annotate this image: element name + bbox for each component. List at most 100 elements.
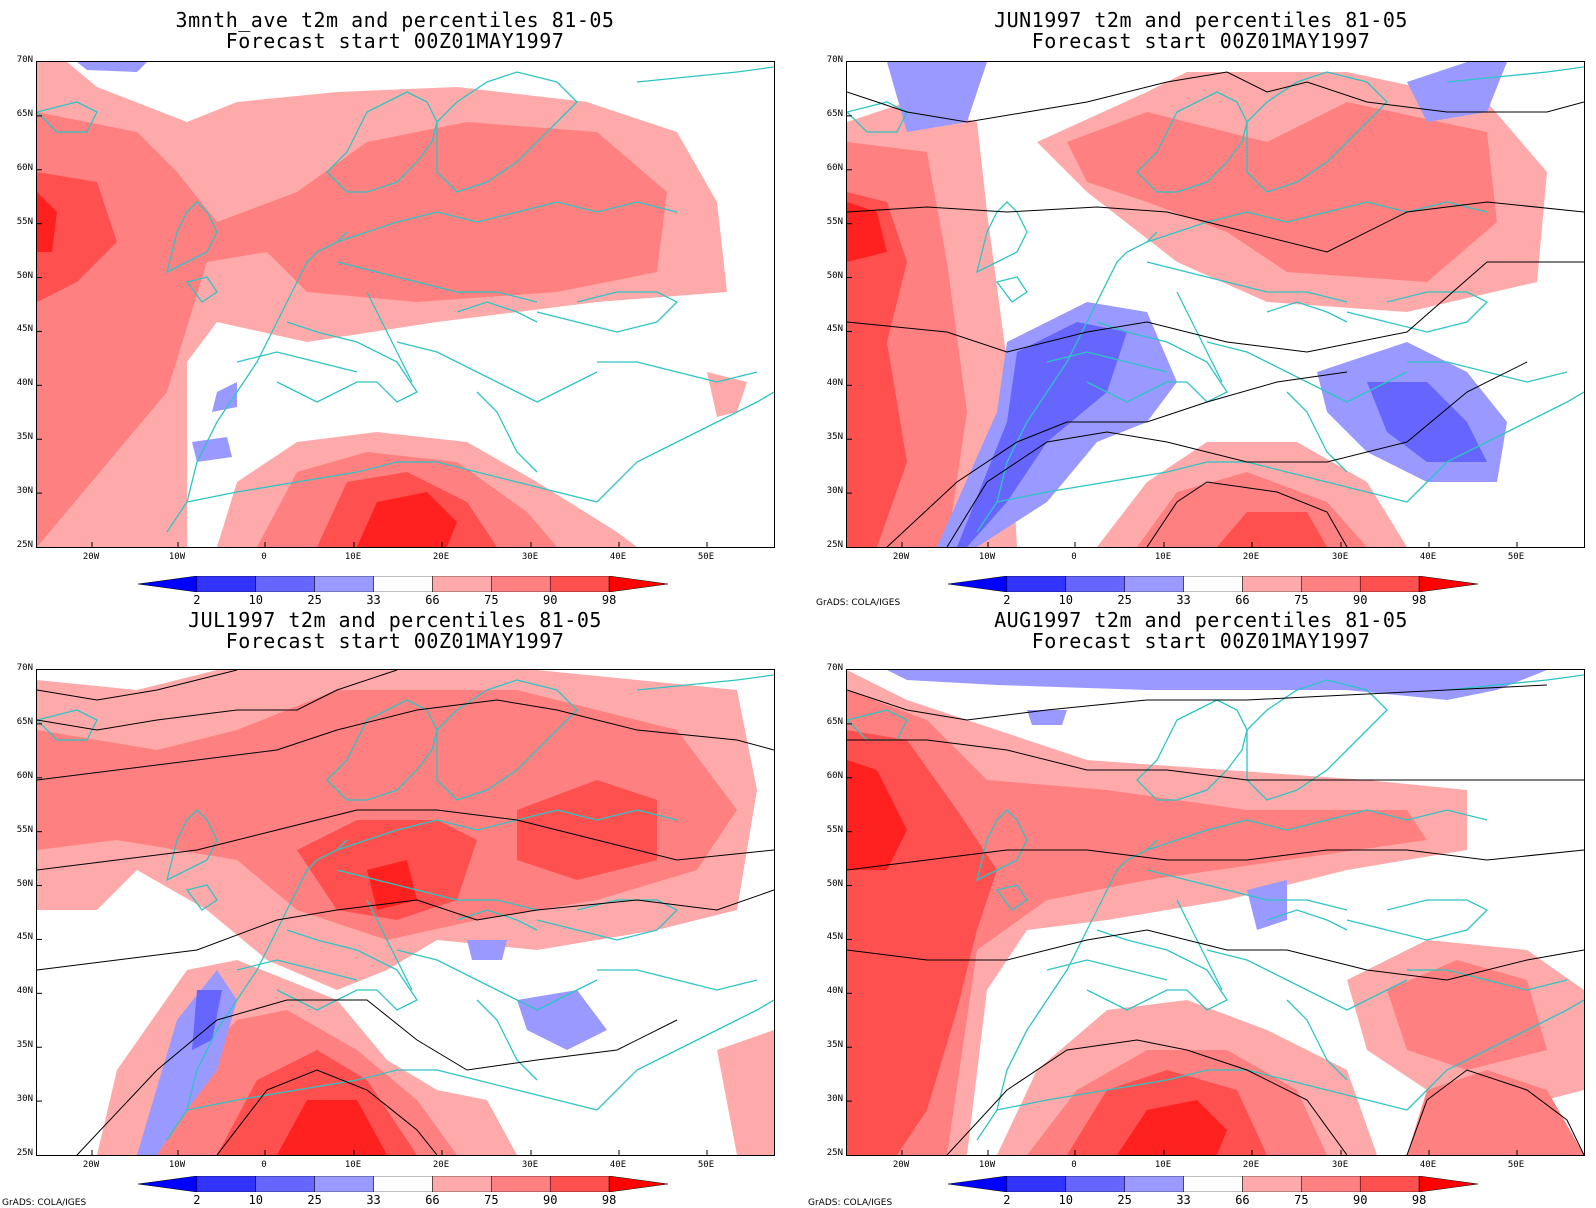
colorbar-label: 10 <box>241 1193 271 1207</box>
colorbar-label: 25 <box>1110 593 1140 607</box>
colorbar-swatch <box>1184 1176 1243 1192</box>
coastline <box>637 67 774 82</box>
colorbar-swatch <box>197 576 256 592</box>
panel-3month-average: 3mnth_ave t2m and percentiles 81-05 Fore… <box>0 0 790 596</box>
colorbar-arrow-right <box>609 576 668 592</box>
lon-tick-label: 10E <box>1143 552 1183 562</box>
lat-tick-label: 70N <box>813 55 843 65</box>
lat-tick-label: 55N <box>813 825 843 835</box>
colorbar-swatch <box>1242 1176 1301 1192</box>
colorbar-arrow-left <box>138 576 197 592</box>
map-3month <box>36 61 775 548</box>
colorbar-swatch <box>1007 576 1066 592</box>
lon-tick-label: 40E <box>1408 552 1448 562</box>
percentile-shading <box>847 670 1584 1155</box>
lat-tick-label: 25N <box>3 1148 33 1158</box>
coastline <box>1177 900 1222 990</box>
colorbar-label: 33 <box>1169 1193 1199 1207</box>
colorbar-label: 66 <box>417 593 447 607</box>
lon-tick-label: 0 <box>244 1160 284 1170</box>
colorbar: 2 10 25 33 66 75 90 98 <box>138 1176 668 1192</box>
lat-tick-label: 40N <box>813 986 843 996</box>
lat-tick-label: 65N <box>3 717 33 727</box>
lon-tick-label: 10E <box>1143 1160 1183 1170</box>
lat-tick-label: 35N <box>3 432 33 442</box>
coastline <box>597 392 774 502</box>
lat-tick-label: 65N <box>813 109 843 119</box>
colorbar-swatches <box>138 1176 668 1192</box>
lat-tick-label: 60N <box>813 771 843 781</box>
colorbar-label: 75 <box>1286 1193 1316 1207</box>
lat-tick-label: 30N <box>3 486 33 496</box>
shading-region <box>467 940 507 960</box>
lat-tick-label: 40N <box>813 378 843 388</box>
lon-tick-label: 40E <box>1408 1160 1448 1170</box>
colorbar-swatch <box>550 576 609 592</box>
coastline <box>397 342 597 402</box>
lon-tick-label: 50E <box>1496 552 1536 562</box>
shading-region <box>517 990 607 1050</box>
contour-line <box>847 685 1547 720</box>
lat-tick-label: 35N <box>813 432 843 442</box>
colorbar-label: 98 <box>594 1193 624 1207</box>
colorbar-swatch <box>491 576 550 592</box>
colorbar-label: 10 <box>1051 593 1081 607</box>
grads-credit: GrADS: COLA/IGES <box>816 598 900 608</box>
grads-credit: GrADS: COLA/IGES <box>808 1198 892 1208</box>
shading-region <box>717 1030 774 1155</box>
lat-tick-label: 60N <box>3 163 33 173</box>
map-jun1997 <box>846 61 1585 548</box>
coastline <box>237 352 357 372</box>
colorbar-swatch <box>1360 576 1419 592</box>
lat-tick-label: 35N <box>813 1040 843 1050</box>
colorbar-label: 90 <box>535 1193 565 1207</box>
colorbar-swatch <box>1066 1176 1125 1192</box>
lon-tick-label: 20E <box>421 1160 461 1170</box>
coastline <box>1177 292 1222 382</box>
map-aug1997 <box>846 669 1585 1156</box>
colorbar-label: 25 <box>300 1193 330 1207</box>
lon-tick-label: 50E <box>686 1160 726 1170</box>
panel-title-line1: AUG1997 t2m and percentiles 81-05 <box>806 610 1596 631</box>
panel-title-line2: Forecast start 00Z01MAY1997 <box>806 31 1596 52</box>
colorbar-label: 33 <box>359 593 389 607</box>
lon-tick-label: 20W <box>71 1160 111 1170</box>
lon-tick-label: 0 <box>1054 552 1094 562</box>
lon-tick-label: 30E <box>1320 552 1360 562</box>
panel-jul1997: JUL1997 t2m and percentiles 81-05 Foreca… <box>0 608 790 1196</box>
colorbar-label: 25 <box>300 593 330 607</box>
lon-tick-label: 40E <box>598 1160 638 1170</box>
lat-tick-label: 40N <box>3 986 33 996</box>
lat-tick-label: 25N <box>3 540 33 550</box>
colorbar-swatch <box>1125 576 1184 592</box>
lat-tick-label: 70N <box>3 663 33 673</box>
colorbar-swatch <box>1242 576 1301 592</box>
lat-tick-label: 25N <box>813 540 843 550</box>
colorbar-label: 66 <box>1227 1193 1257 1207</box>
colorbar-swatch <box>1125 1176 1184 1192</box>
lon-tick-label: 10W <box>967 1160 1007 1170</box>
colorbar-swatches <box>138 576 668 592</box>
colorbar-arrow-left <box>948 576 1007 592</box>
lat-tick-label: 50N <box>3 271 33 281</box>
lat-tick-label: 60N <box>3 771 33 781</box>
lon-tick-label: 0 <box>1054 1160 1094 1170</box>
lon-tick-label: 10W <box>157 1160 197 1170</box>
shading-region <box>77 62 147 72</box>
lat-tick-label: 55N <box>813 217 843 227</box>
colorbar-swatch <box>197 1176 256 1192</box>
lon-tick-label: 20W <box>881 1160 921 1170</box>
lon-tick-label: 20W <box>881 552 921 562</box>
colorbar: 2 10 25 33 66 75 90 98 <box>948 1176 1478 1192</box>
coastline <box>997 277 1027 302</box>
colorbar-swatch <box>550 1176 609 1192</box>
lat-tick-label: 70N <box>3 55 33 65</box>
lat-tick-label: 45N <box>813 932 843 942</box>
colorbar-label: 33 <box>1169 593 1199 607</box>
lat-tick-label: 55N <box>3 825 33 835</box>
lon-tick-label: 20E <box>1231 1160 1271 1170</box>
panel-title-line2: Forecast start 00Z01MAY1997 <box>806 631 1596 652</box>
lat-tick-label: 60N <box>813 163 843 173</box>
coastline <box>1047 960 1167 980</box>
map-jul1997 <box>36 669 775 1156</box>
